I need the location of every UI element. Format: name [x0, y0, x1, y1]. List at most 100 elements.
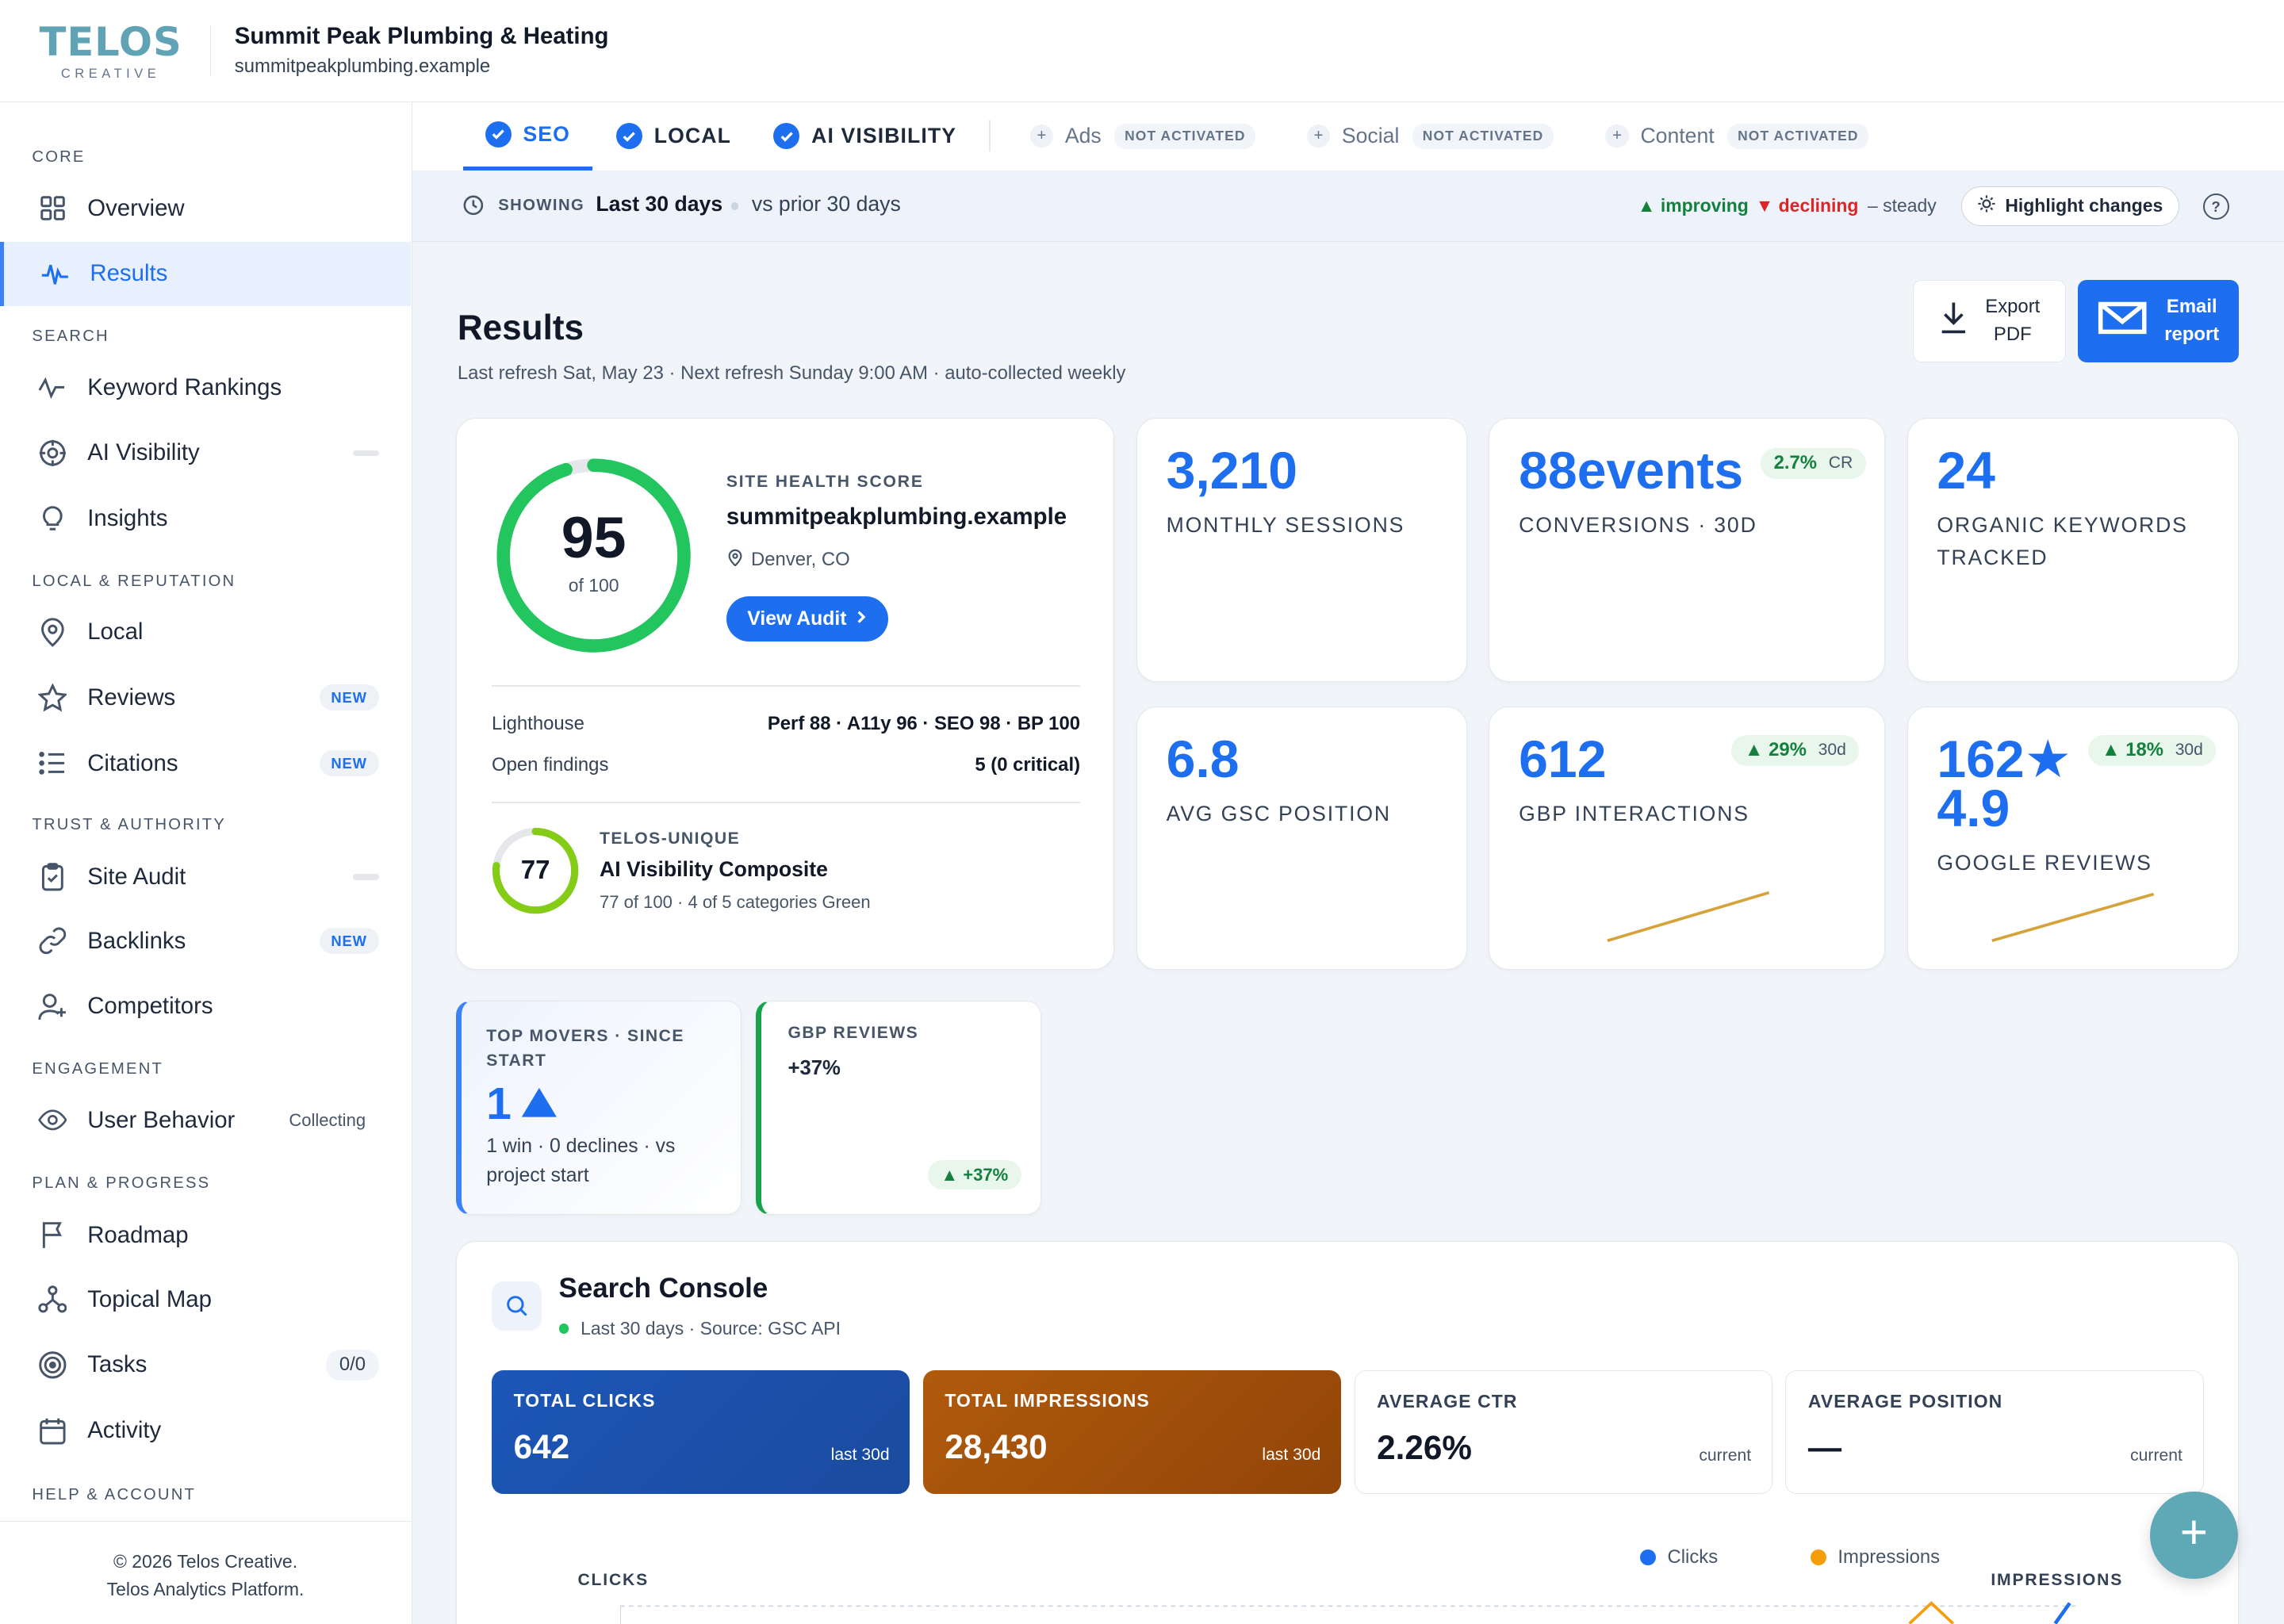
check-icon	[485, 121, 512, 147]
showing-label: SHOWING	[498, 196, 585, 214]
task-count: 0/0	[326, 1349, 379, 1381]
star-icon	[37, 683, 67, 713]
export-pdf-button[interactable]: Export PDF	[1912, 279, 2066, 363]
sidebar-item-activity[interactable]: Activity	[0, 1399, 411, 1463]
tab-bar: SEO LOCAL AI VISIBILITY + Ads NOT ACTIVA…	[412, 102, 2284, 170]
bullseye-icon	[38, 1350, 67, 1380]
sidebar-item-keyword-rankings[interactable]: Keyword Rankings	[0, 355, 411, 419]
sidebar-item-insights[interactable]: Insights	[0, 487, 411, 551]
tab-divider	[989, 119, 991, 152]
map-pin-icon	[726, 549, 744, 572]
tab-content[interactable]: + Content NOT ACTIVATED	[1605, 102, 1869, 170]
sidebar-item-competitors[interactable]: Competitors	[0, 975, 411, 1039]
sidebar-item-reviews[interactable]: Reviews NEW	[0, 665, 411, 730]
trend-icon	[38, 373, 67, 402]
kpi-value: 24	[1937, 441, 1995, 500]
ai-title: AI Visibility Composite	[599, 857, 828, 882]
findings-label: Open findings	[492, 753, 609, 776]
calendar-icon	[38, 1416, 67, 1446]
plus-icon: +	[1029, 124, 1054, 148]
sidebar-item-user-behavior[interactable]: User Behavior Collecting	[0, 1088, 411, 1152]
sidebar-item-roadmap[interactable]: Roadmap	[0, 1203, 411, 1267]
sidebar-item-citations[interactable]: Citations NEW	[0, 731, 411, 795]
kpi-value: 3,210	[1166, 441, 1298, 500]
metric-total-clicks[interactable]: TOTAL CLICKS 642 last 30d	[492, 1369, 910, 1494]
health-score: 95	[561, 504, 627, 570]
sidebar-item-ai-visibility[interactable]: AI Visibility	[0, 421, 411, 485]
kpi-card-google-reviews[interactable]: 162★ 4.9 GOOGLE REVIEWS ▲ 18% 30d	[1907, 706, 2240, 971]
add-fab-button[interactable]	[2150, 1492, 2238, 1580]
flag-icon	[38, 1220, 67, 1250]
sidebar-item-local[interactable]: Local	[0, 600, 411, 665]
new-badge: NEW	[319, 684, 379, 711]
header-divider	[209, 25, 212, 78]
sidebar-item-topical-map[interactable]: Topical Map	[0, 1267, 411, 1331]
tab-seo[interactable]: SEO	[463, 102, 592, 170]
tab-social[interactable]: + Social NOT ACTIVATED	[1306, 102, 1554, 170]
link-icon	[38, 926, 67, 956]
eye-icon	[37, 1105, 67, 1135]
kpi-card-position[interactable]: 6.8 AVG GSC POSITION	[1136, 706, 1467, 971]
tab-ai-visibility[interactable]: AI VISIBILITY	[773, 102, 956, 170]
health-label: SITE HEALTH SCORE	[726, 473, 924, 492]
not-activated-badge: NOT ACTIVATED	[1727, 123, 1869, 149]
tab-ads[interactable]: + Ads NOT ACTIVATED	[1029, 102, 1256, 170]
help-icon[interactable]: ?	[2202, 193, 2229, 220]
page-title: Results	[457, 308, 584, 348]
metric-average-position[interactable]: AVERAGE POSITION — current	[1785, 1369, 2204, 1494]
mail-icon	[2098, 300, 2147, 343]
divider	[492, 802, 1081, 804]
tab-local[interactable]: LOCAL	[616, 102, 731, 170]
movers-description: 1 win · 0 declines · vs project start	[486, 1136, 676, 1187]
highlight-changes-button[interactable]: Highlight changes	[1960, 186, 2180, 226]
section-plan-progress: PLAN & PROGRESS	[32, 1174, 211, 1192]
sidebar-item-tasks[interactable]: Tasks 0/0	[0, 1333, 411, 1397]
sidebar: CORE Overview Results SEARCH Keyword Ran…	[0, 102, 412, 1624]
not-activated-badge: NOT ACTIVATED	[1114, 123, 1256, 149]
change-badge: ▲ 18% 30d	[2088, 734, 2217, 766]
metric-total-impressions[interactable]: TOTAL IMPRESSIONS 28,430 last 30d	[922, 1369, 1342, 1494]
kpi-value: 612	[1519, 730, 1607, 789]
sidebar-item-backlinks[interactable]: Backlinks NEW	[0, 909, 411, 973]
legend-clicks: Clicks	[1639, 1546, 1718, 1568]
kpi-label: GOOGLE REVIEWS	[1937, 851, 2152, 875]
new-badge: NEW	[319, 750, 379, 777]
ai-score-ring	[492, 827, 579, 914]
map-pin-icon	[38, 618, 67, 647]
sidebar-item-site-audit[interactable]: Site Audit	[0, 845, 411, 909]
email-report-button[interactable]: Email report	[2077, 279, 2240, 363]
sidebar-item-results[interactable]: Results	[0, 241, 412, 306]
metric-average-ctr[interactable]: AVERAGE CTR 2.26% current	[1354, 1369, 1772, 1494]
section-search: SEARCH	[32, 327, 109, 346]
date-range-bar: SHOWING Last 30 days vs prior 30 days ▲ …	[412, 170, 2284, 242]
compare-range[interactable]: vs prior 30 days	[751, 192, 901, 216]
plus-icon: +	[1605, 124, 1629, 148]
sidebar-item-overview[interactable]: Overview	[0, 176, 411, 240]
top-movers-card[interactable]: TOP MOVERS · SINCE START 1 1 win · 0 dec…	[455, 1001, 742, 1216]
health-score-of: of 100	[568, 574, 619, 596]
user-plus-icon	[38, 992, 67, 1021]
top-header: TELOS CREATIVE Summit Peak Plumbing & He…	[0, 0, 2284, 102]
kpi-label: AVG GSC POSITION	[1166, 801, 1391, 825]
sun-icon	[1977, 194, 1996, 218]
pulse-icon	[40, 259, 70, 289]
plus-icon: +	[1306, 124, 1331, 148]
target-icon	[38, 439, 67, 468]
legend-declining: ▼ declining	[1755, 195, 1859, 216]
kpi-card-sessions[interactable]: 3,210 MONTHLY SESSIONS	[1136, 418, 1467, 682]
view-audit-button[interactable]: View Audit	[726, 596, 888, 642]
grid-icon	[38, 193, 67, 223]
date-range-value[interactable]: Last 30 days	[596, 192, 723, 216]
clock-icon	[463, 195, 484, 222]
client-name: Summit Peak Plumbing & Heating	[234, 23, 609, 50]
gbp-reviews-card[interactable]: GBP REVIEWS +37% ▲ +37%	[756, 1001, 1042, 1216]
status-text: Collecting	[289, 1109, 366, 1130]
kpi-value: 6.8	[1166, 730, 1240, 789]
kpi-card-gbp-interactions[interactable]: 612 GBP INTERACTIONS ▲ 29% 30d	[1489, 706, 1886, 971]
kpi-card-conversions[interactable]: 88events CONVERSIONS · 30D 2.7% CR	[1489, 418, 1886, 682]
ai-kicker: TELOS-UNIQUE	[599, 829, 741, 848]
kpi-card-keywords[interactable]: 24 ORGANIC KEYWORDS TRACKED	[1907, 418, 2240, 682]
separator-dot	[731, 202, 739, 210]
telos-logo[interactable]: TELOS CREATIVE	[39, 18, 182, 81]
status-placeholder	[352, 874, 379, 880]
